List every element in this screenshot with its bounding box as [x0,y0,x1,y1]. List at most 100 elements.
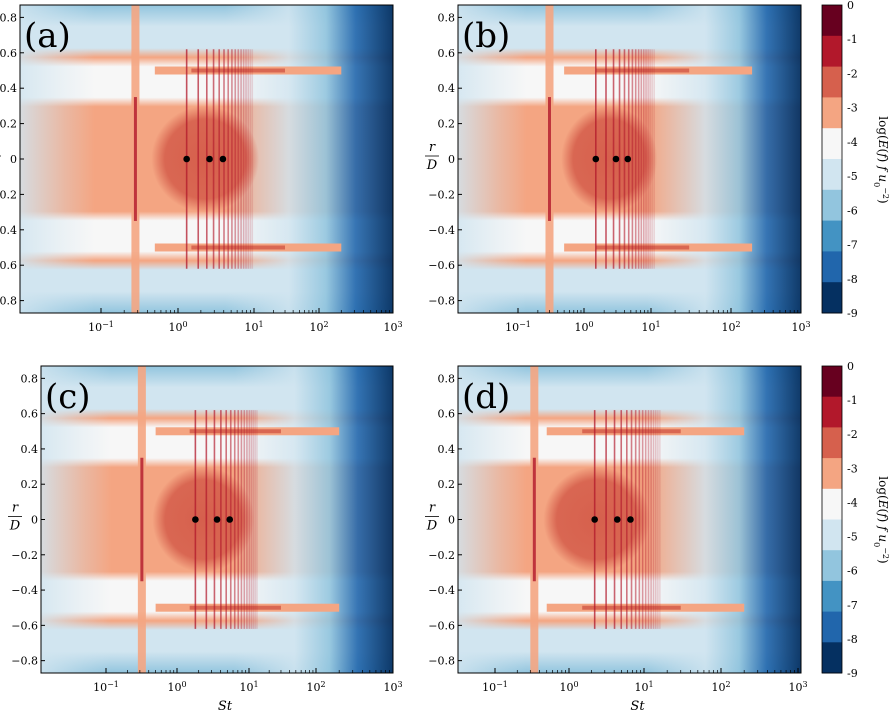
colorbar-swatch [822,97,842,129]
y-axis-label-num: r [429,140,436,155]
harmonic-streak [634,410,637,629]
harmonic-streak [647,49,649,269]
y-tick-label: 0.6 [438,47,456,60]
harmonic-streak [651,49,653,269]
marker-dot [613,516,621,523]
x-tick-label: 101 [239,680,258,695]
x-tick-label: 10−1 [88,320,114,335]
tonal-band-core [133,97,137,221]
y-tick-label: −0.4 [11,584,38,597]
colorbar-frame [821,4,843,314]
colorbar-swatch [822,611,842,643]
colorbar-swatch [822,396,842,428]
marker-dot [226,516,234,523]
heatmap-field [41,366,393,673]
core-region [561,105,658,213]
colorbar-label-bottom: log(E(f) f u0−2) [873,476,891,563]
panel-c: (c) 0.8 0.6 0.4 0.2 0 −0.2 −0.4 −0.6 −0.8 rD 10−1 10… [8,365,403,714]
colorbar-swatch [822,159,842,191]
colorbar-tick-label: -8 [847,633,858,646]
shear-layer-core [595,68,690,73]
harmonic-streak [227,49,229,269]
harmonic-streak [625,410,628,629]
colorbar-tick-label: 0 [847,360,854,373]
colorbar-top: 0 -1 -2 -3 -4 -5 -6 -7 -8 -9 [821,0,858,320]
y-tick-label: −0.6 [428,619,455,632]
harmonic-streak [240,49,242,269]
y-tick-label: 0.2 [438,118,456,131]
colorbar-tick-label: -2 [847,67,858,80]
marker-dot [591,516,598,523]
x-tick-label: 103 [788,680,807,695]
panel-label: (b) [462,16,510,56]
harmonic-streak [256,410,258,629]
harmonic-streak [652,410,655,629]
colorbar-tick-label: -5 [847,170,858,183]
y-tick-label: −0.2 [0,188,17,201]
marker-dot [219,155,227,163]
y-axis-label-num: r [12,501,19,516]
y-tick-label: −0.4 [428,584,455,597]
colorbar-tick-label: -4 [847,496,858,509]
y-tick-label: 0.8 [438,372,456,385]
marker-dot [627,516,634,523]
harmonic-streak [654,410,657,629]
harmonic-streak [242,49,245,269]
marker-dot [612,155,620,163]
x-tick-label: 103 [791,320,810,335]
colorbar-tick-label: -3 [847,462,858,475]
harmonic-streak [225,410,228,629]
harmonic-streak [197,49,200,269]
harmonic-streak [247,49,250,269]
marker-dot [183,155,190,163]
harmonic-streak [638,410,641,629]
panel-label: (a) [24,16,71,56]
y-tick-label: 0.8 [21,372,39,385]
harmonic-streak [605,410,607,629]
colorbar-swatch [822,458,842,490]
harmonic-streak [653,49,655,269]
panel-b: (b) 0.8 0.6 0.4 0.2 0 −0.2 −0.4 −0.6 −0.8 rD 10−1 10… [425,4,811,335]
tonal-band-core [547,97,551,221]
colorbar-tick-label: -2 [847,428,858,441]
y-tick-label: 0.2 [438,478,456,491]
heatmap-field [458,5,801,313]
y-tick-label: −0.2 [428,549,455,562]
colorbar-swatch [822,580,842,613]
harmonic-streak [234,49,237,269]
x-tick-label: 101 [641,320,660,335]
marker-dot [206,155,213,163]
harmonic-streak [252,410,255,629]
y-tick-label: 0.4 [0,82,17,95]
colorbar-swatch [822,66,842,98]
tonal-band-core [532,457,536,582]
harmonic-streak [250,410,253,629]
y-tick-label: −0.8 [0,295,17,308]
harmonic-streak [647,410,650,629]
colorbar-swatch [822,550,842,582]
x-tick-label: 100 [574,320,593,335]
harmonic-streak [645,49,647,269]
y-tick-label: −0.6 [0,259,17,272]
x-tick-label: 100 [167,680,186,695]
y-tick-label: −0.2 [428,188,455,201]
colorbar-tick-label: -7 [847,239,858,252]
core-region [152,466,255,573]
harmonic-streak [634,49,637,269]
colorbar-swatch [822,189,842,222]
y-tick-label: 0 [10,153,17,166]
harmonic-streak [637,49,640,269]
x-tick-label: 100 [168,320,187,335]
harmonic-streak [246,410,248,629]
shear-layer-core [191,245,286,250]
y-tick-label: −0.8 [428,655,455,668]
harmonic-streak [237,410,240,629]
harmonic-streak [641,410,644,629]
panel-label: (d) [462,377,510,417]
y-tick-label: 0.6 [21,408,39,421]
colorbar-tick-label: -9 [847,667,858,680]
x-tick-label: 101 [634,680,653,695]
colorbar-swatch [822,519,842,551]
x-tick-label: 102 [711,680,730,695]
harmonic-streak [243,410,246,629]
